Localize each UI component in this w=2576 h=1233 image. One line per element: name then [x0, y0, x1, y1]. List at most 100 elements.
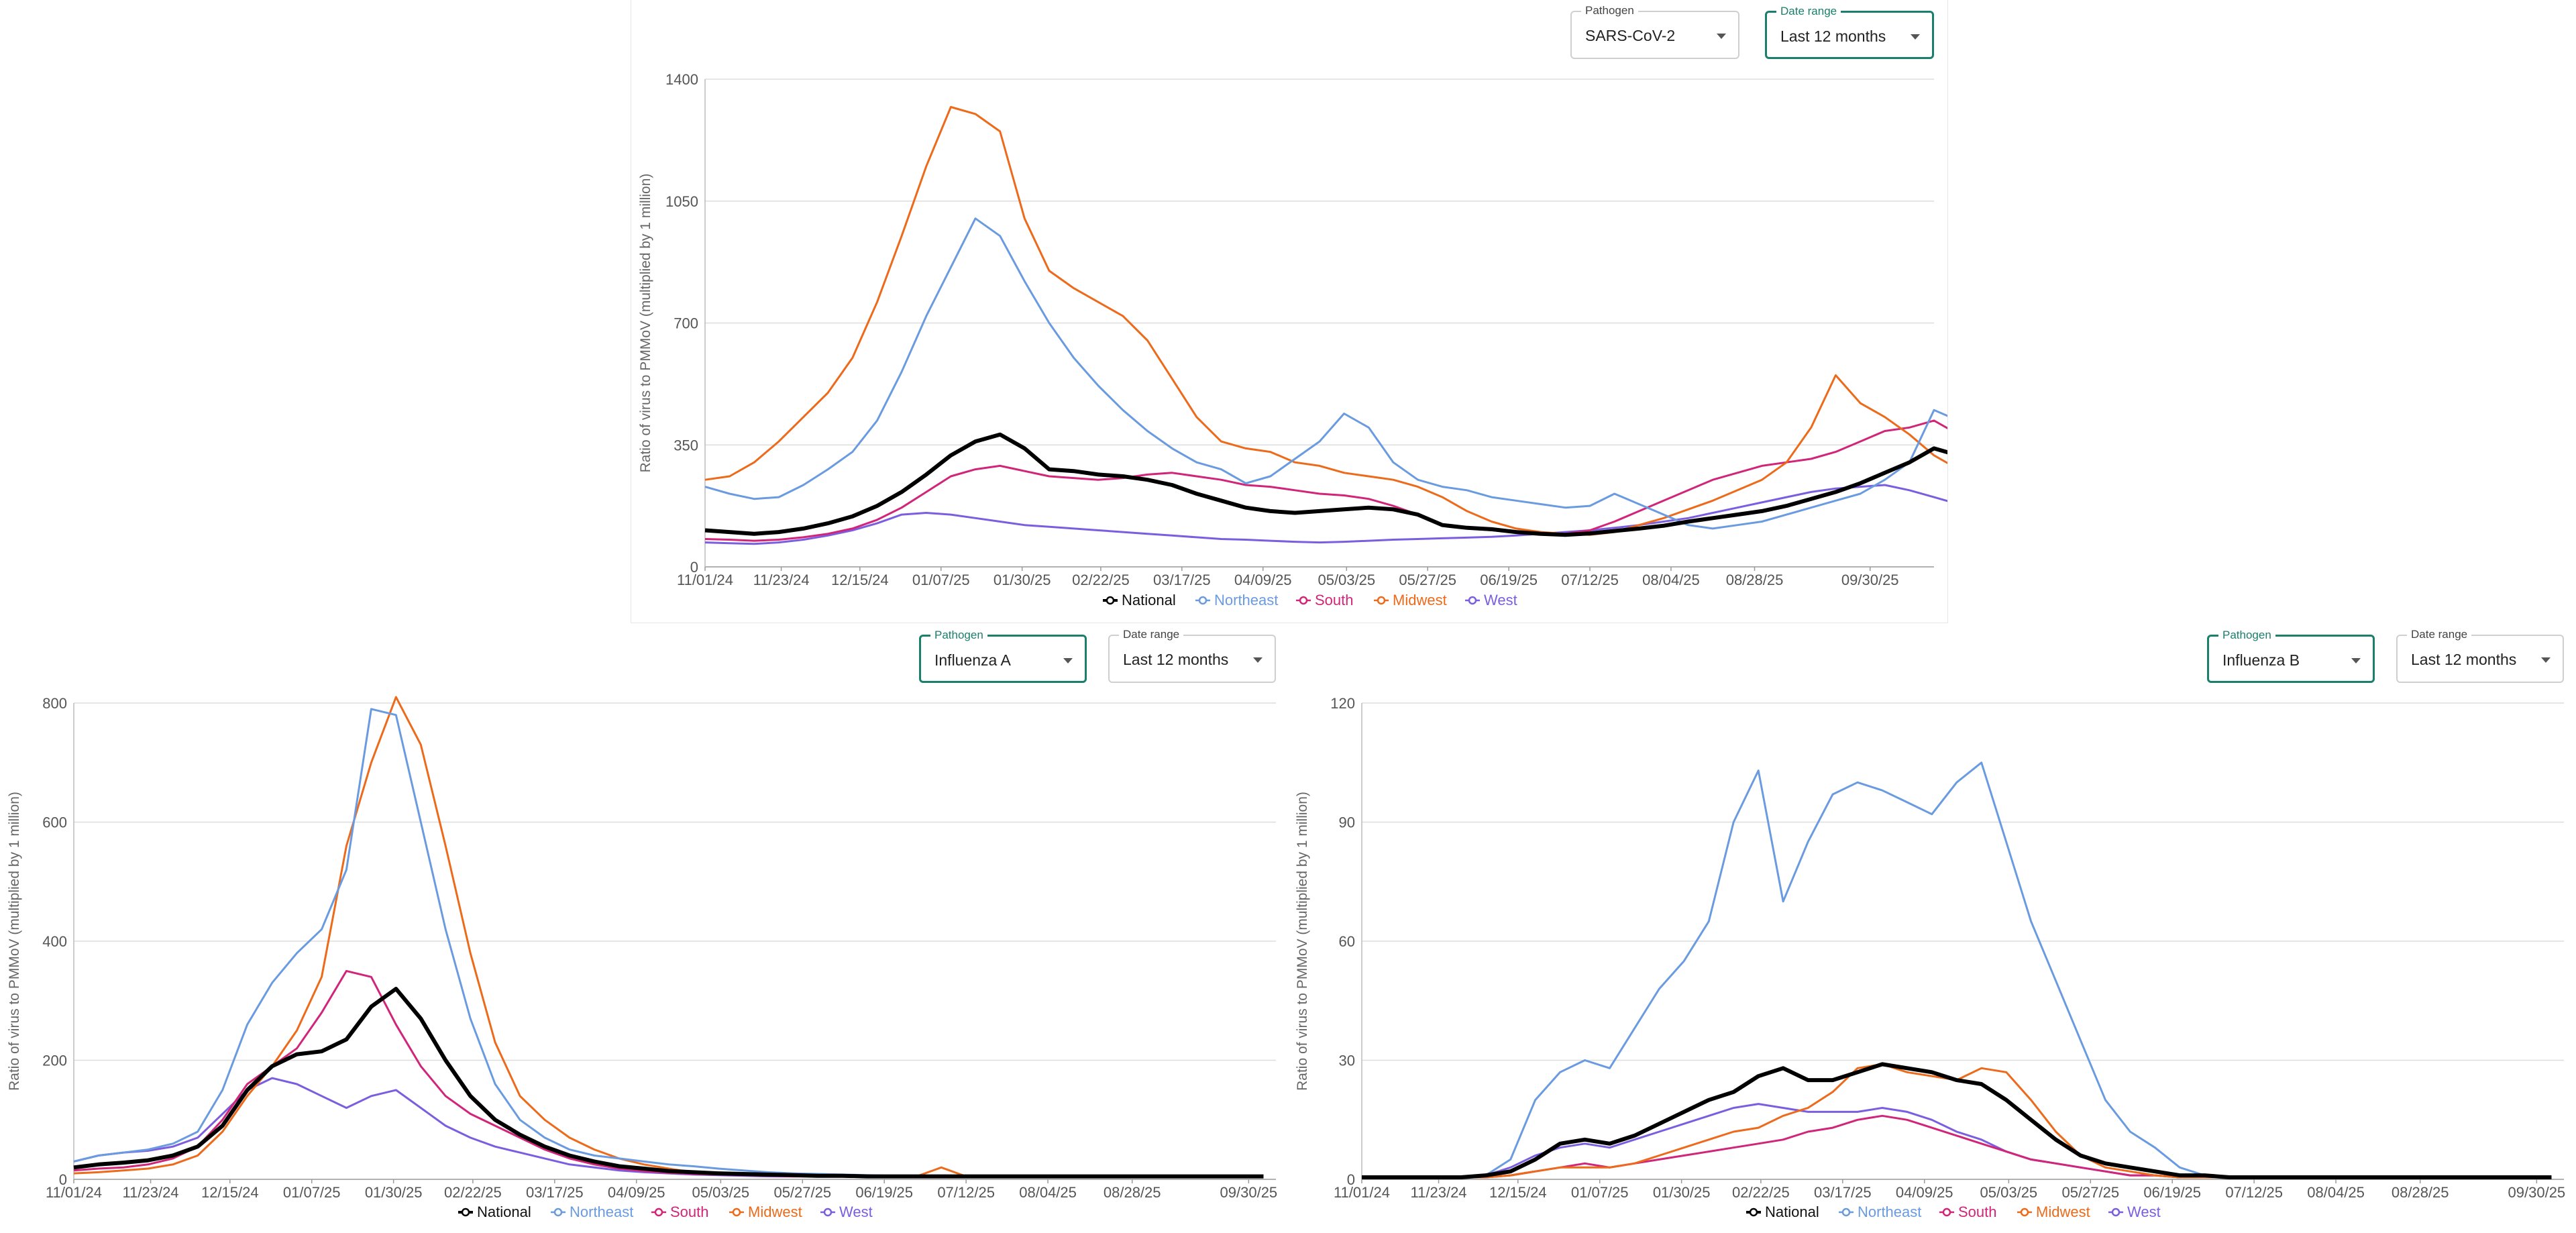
date-range-select[interactable]: Date range Last 12 months — [1765, 5, 1934, 59]
x-tick-label: 11/23/24 — [1411, 1184, 1467, 1201]
series-line-national — [704, 432, 1947, 537]
legend-marker-icon — [823, 1208, 833, 1217]
series-line-west — [704, 484, 1947, 545]
chevron-down-icon — [1253, 657, 1263, 663]
y-tick-label: 350 — [674, 437, 698, 453]
legend-marker-icon — [1841, 1208, 1851, 1217]
pathogen-select-value: Influenza A — [934, 651, 1011, 669]
pathogen-select[interactable]: Pathogen Influenza B — [2207, 629, 2375, 683]
y-axis-title: Ratio of virus to PMMoV (multiplied by 1… — [638, 174, 653, 473]
pathogen-select-label: Pathogen — [2218, 629, 2275, 642]
x-tick-label: 12/15/24 — [201, 1184, 259, 1201]
date-range-select-value: Last 12 months — [1780, 28, 1886, 45]
x-tick-label: 08/04/25 — [2307, 1184, 2365, 1201]
legend-label: West — [1484, 592, 1517, 608]
y-tick-label: 1050 — [665, 193, 698, 210]
x-tick-label: 01/30/25 — [1653, 1184, 1711, 1201]
x-tick-label: 12/15/24 — [831, 572, 889, 588]
x-tick-label: 08/28/25 — [1104, 1184, 1161, 1201]
legend-item-midwest[interactable]: Midwest — [2017, 1203, 2090, 1220]
pathogen-select[interactable]: Pathogen SARS-CoV-2 — [1570, 4, 1739, 59]
legend-item-south[interactable]: South — [1939, 1203, 1997, 1220]
x-tick-label: 06/19/25 — [1480, 572, 1538, 588]
legend-marker-icon — [1198, 596, 1208, 605]
date-range-select[interactable]: Date range Last 12 months — [1108, 628, 1276, 683]
legend-item-northeast[interactable]: Northeast — [1839, 1203, 1921, 1220]
date-range-select-label: Date range — [1776, 5, 1841, 18]
legend-label: South — [1315, 592, 1354, 608]
legend-marker-icon — [461, 1208, 470, 1217]
legend-label: National — [1765, 1203, 1819, 1220]
series-line-south — [73, 969, 1264, 1178]
x-tick-label: 07/12/25 — [2225, 1184, 2283, 1201]
y-axis-title: Ratio of virus to PMMoV (multiplied by 1… — [7, 792, 22, 1091]
legend-item-west[interactable]: West — [1465, 592, 1517, 608]
x-tick-label: 03/17/25 — [1814, 1184, 1872, 1201]
legend-label: Midwest — [1393, 592, 1447, 608]
y-tick-label: 0 — [690, 559, 698, 576]
x-tick-label: 06/19/25 — [2143, 1184, 2201, 1201]
x-tick-label: 11/23/24 — [123, 1184, 179, 1201]
legend-label: Northeast — [1214, 592, 1278, 608]
y-axis-title: Ratio of virus to PMMoV (multiplied by 1… — [1295, 792, 1310, 1091]
legend-item-west[interactable]: West — [820, 1203, 873, 1220]
pathogen-select-label: Pathogen — [1581, 4, 1638, 17]
series-line-northeast — [73, 708, 1264, 1178]
y-tick-label: 0 — [1347, 1171, 1355, 1188]
y-tick-label: 800 — [42, 695, 67, 712]
pathogen-select-label: Pathogen — [930, 629, 987, 642]
legend-marker-icon — [654, 1208, 663, 1217]
legend-label: South — [670, 1203, 709, 1220]
legend-marker-icon — [1377, 596, 1386, 605]
influenza-a-chart: 0 200 400 600 800 Ratio of virus to PMMoV (mu… — [7, 695, 1277, 1220]
legend-item-national[interactable]: National — [1103, 592, 1176, 608]
x-tick-label: 08/28/25 — [1726, 572, 1784, 588]
legend-item-national[interactable]: National — [458, 1203, 531, 1220]
legend-item-west[interactable]: West — [2108, 1203, 2161, 1220]
x-tick-label: 01/30/25 — [994, 572, 1051, 588]
x-tick-label: 01/30/25 — [365, 1184, 423, 1201]
chevron-down-icon — [2351, 658, 2361, 663]
y-tick-label: 200 — [42, 1053, 67, 1069]
x-tick-label: 04/09/25 — [1234, 572, 1292, 588]
legend-item-northeast[interactable]: Northeast — [551, 1203, 633, 1220]
pathogen-select[interactable]: Pathogen Influenza A — [919, 629, 1087, 683]
legend-label: Midwest — [748, 1203, 802, 1220]
legend-marker-icon — [1942, 1208, 1951, 1217]
x-tick-label: 08/04/25 — [1642, 572, 1700, 588]
influenza-b-chart: 0 30 60 90 120 Ratio of virus to PMMoV (multi… — [1295, 695, 2565, 1220]
y-tick-label: 90 — [1339, 814, 1355, 831]
legend-item-midwest[interactable]: Midwest — [729, 1203, 802, 1220]
legend-marker-icon — [732, 1208, 741, 1217]
date-range-select-label: Date range — [1119, 628, 1184, 641]
date-range-select-label: Date range — [2407, 628, 2472, 641]
x-tick-label: 02/22/25 — [444, 1184, 502, 1201]
chevron-down-icon — [1717, 34, 1726, 39]
x-tick-label: 06/19/25 — [855, 1184, 913, 1201]
series-line-south — [1362, 1114, 2552, 1179]
chevron-down-icon — [1911, 34, 1920, 40]
legend-item-midwest[interactable]: Midwest — [1374, 592, 1447, 608]
x-tick-label: 05/03/25 — [1980, 1184, 2038, 1201]
legend-label: South — [1958, 1203, 1997, 1220]
legend-item-national[interactable]: National — [1746, 1203, 1819, 1220]
x-tick-label: 02/22/25 — [1732, 1184, 1790, 1201]
y-tick-label: 400 — [42, 933, 67, 950]
x-tick-label: 09/30/25 — [1841, 572, 1899, 588]
legend-marker-icon — [1749, 1208, 1758, 1217]
date-range-select[interactable]: Date range Last 12 months — [2396, 628, 2564, 683]
legend-item-northeast[interactable]: Northeast — [1195, 592, 1278, 608]
x-tick-label: 05/03/25 — [692, 1184, 750, 1201]
legend-label: Northeast — [570, 1203, 633, 1220]
x-tick-label: 08/28/25 — [2392, 1184, 2449, 1201]
legend-item-south[interactable]: South — [1296, 592, 1354, 608]
x-tick-label: 03/17/25 — [526, 1184, 584, 1201]
y-tick-label: 1400 — [665, 71, 698, 88]
x-tick-label: 04/09/25 — [1896, 1184, 1953, 1201]
x-tick-label: 11/23/24 — [753, 572, 810, 588]
sars-cov-2-chart: 0 350 700 1050 1400 Ratio of virus to PMMoV (… — [638, 71, 1947, 608]
legend-item-south[interactable]: South — [651, 1203, 709, 1220]
x-tick-label: 07/12/25 — [1561, 572, 1619, 588]
legend-marker-icon — [1299, 596, 1308, 605]
x-tick-label: 07/12/25 — [937, 1184, 995, 1201]
